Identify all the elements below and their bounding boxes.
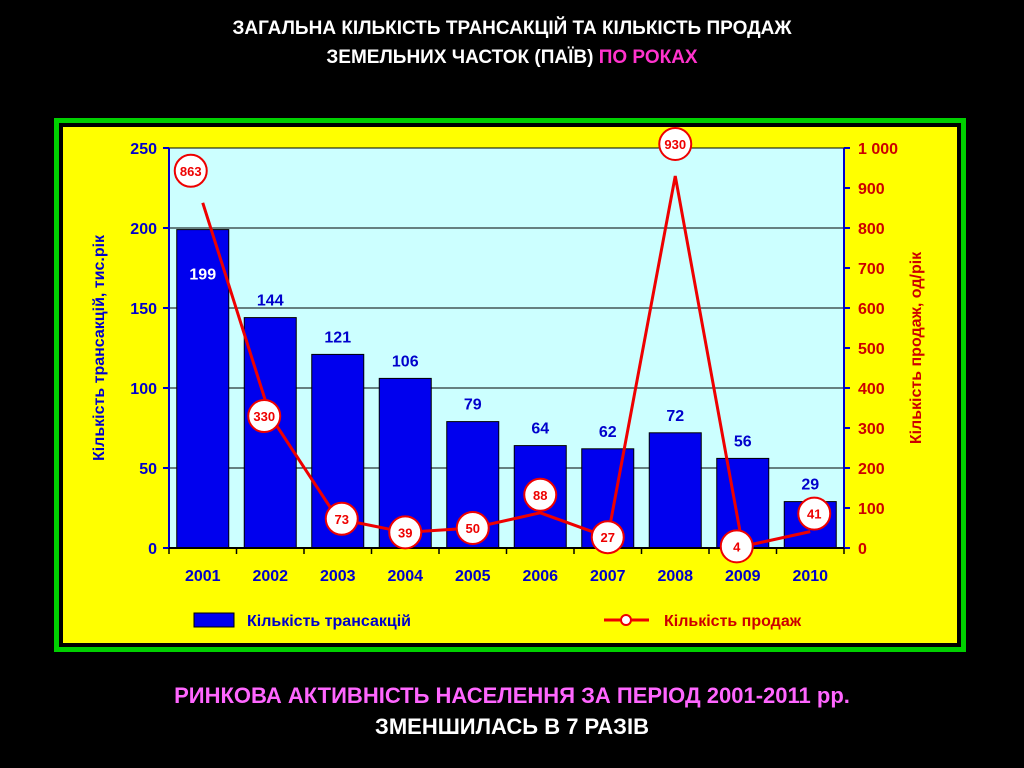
bar-2008 (648, 432, 702, 549)
line-value-label: 88 (533, 488, 547, 503)
footer-line2: ЗМЕНШИЛАСЬ В 7 РАЗІВ (375, 714, 649, 739)
chart-legend: Кількість трансакцій Кількість продаж (193, 612, 802, 630)
chart-frame: 199 144 121 106 79 64 62 72 56 29 863 330 73 39 50 88 2… (54, 118, 966, 652)
x-tick-label: 2009 (725, 568, 761, 585)
line-value-label: 41 (807, 507, 821, 522)
slide-title-highlight: ПО РОКАХ (598, 47, 698, 68)
bar-value-label: 29 (801, 477, 819, 494)
bar-2002 (243, 317, 297, 549)
line-point-2010 (797, 496, 832, 531)
y2-tick-label: 300 (858, 421, 885, 438)
bar-value-label: 72 (666, 408, 684, 425)
bar-value-label: 56 (734, 433, 752, 450)
bar-value-label: 62 (599, 424, 617, 441)
line-point-2009 (719, 529, 754, 564)
line-point-2006 (523, 477, 558, 512)
y2-tick-label: 0 (858, 541, 867, 558)
y2-tick-label: 900 (858, 181, 885, 198)
line-point-2007 (590, 520, 625, 555)
x-tick-label: 2004 (387, 568, 423, 585)
line-value-label: 73 (335, 512, 349, 527)
line-point-2002 (247, 399, 282, 433)
y-tick-label: 250 (130, 141, 157, 158)
legend-line-marker (620, 614, 632, 626)
y-tick-label: 100 (130, 381, 157, 398)
line-point-2003 (324, 501, 359, 536)
x-tick-label: 2007 (590, 568, 626, 585)
line-value-label: 330 (253, 409, 275, 424)
line-value-label: 4 (733, 539, 741, 554)
x-tick-label: 2010 (792, 568, 828, 585)
x-tick-label: 2006 (522, 568, 558, 585)
bar-value-label: 79 (464, 397, 482, 414)
line-point-2005 (455, 511, 490, 545)
line-point-2004 (388, 515, 423, 550)
line-point-2001 (173, 153, 208, 188)
y-tick-label: 150 (130, 301, 157, 318)
legend-line-label: Кількість продаж (664, 613, 802, 630)
y2-axis-label: Кількість продаж, од/рік (908, 251, 925, 444)
slide-title-main: ЗЕМЕЛЬНИХ ЧАСТОК (ПАЇВ) (326, 47, 594, 68)
line-value-label: 39 (398, 525, 412, 540)
bar-value-label: 199 (189, 267, 216, 284)
y-tick-label: 50 (139, 461, 157, 478)
line-point-2008 (658, 127, 693, 161)
x-tick-label: 2002 (252, 568, 288, 585)
y2-tick-label: 200 (858, 461, 885, 478)
legend-bar-swatch (193, 612, 235, 628)
bar-value-label: 64 (531, 421, 549, 438)
combo-chart: 199 144 121 106 79 64 62 72 56 29 863 330 73 39 50 88 2… (63, 127, 957, 643)
line-value-label: 27 (601, 530, 615, 545)
y2-tick-label: 100 (858, 501, 885, 518)
line-path (201, 175, 811, 549)
y-axis-label: Кількість трансакцій, тис.рік (91, 234, 108, 461)
y2-tick-label: 1 000 (858, 141, 898, 158)
line-value-label: 863 (180, 164, 202, 179)
bar-2001 (176, 229, 230, 549)
bar-value-label: 106 (392, 353, 419, 370)
footer-line1: РИНКОВА АКТИВНІСТЬ НАСЕЛЕННЯ ЗА ПЕРІОД 2… (174, 683, 850, 708)
line-value-label: 930 (664, 137, 686, 152)
y2-tick-label: 700 (858, 261, 885, 278)
x-tick-label: 2003 (320, 568, 356, 585)
legend-bar-label: Кількість трансакцій (247, 613, 411, 630)
y2-tick-label: 800 (858, 221, 885, 238)
bar-value-labels: 199 144 121 106 79 64 62 72 56 29 (189, 267, 819, 494)
slide-title-line2: ЗЕМЕЛЬНИХ ЧАСТОК (ПАЇВ) ПО РОКАХ (0, 43, 1024, 72)
bar-value-label: 121 (324, 329, 351, 346)
line-value-label: 50 (466, 521, 480, 536)
y-tick-label: 0 (148, 541, 157, 558)
y-tick-label: 200 (130, 221, 157, 238)
tick-labels: 0501001502002500100200300400500600700800… (130, 141, 898, 585)
x-tick-label: 2001 (185, 568, 221, 585)
bar-value-label: 144 (257, 293, 284, 310)
x-tick-label: 2005 (455, 568, 491, 585)
y2-tick-label: 600 (858, 301, 885, 318)
line-series: 863 330 73 39 50 88 27 930 4 41 (173, 127, 832, 564)
y2-tick-label: 400 (858, 381, 885, 398)
y2-tick-label: 500 (858, 341, 885, 358)
slide-title-line1: ЗАГАЛЬНА КІЛЬКІСТЬ ТРАНСАКЦІЙ ТА КІЛЬКІС… (232, 18, 792, 39)
x-tick-label: 2008 (657, 568, 693, 585)
